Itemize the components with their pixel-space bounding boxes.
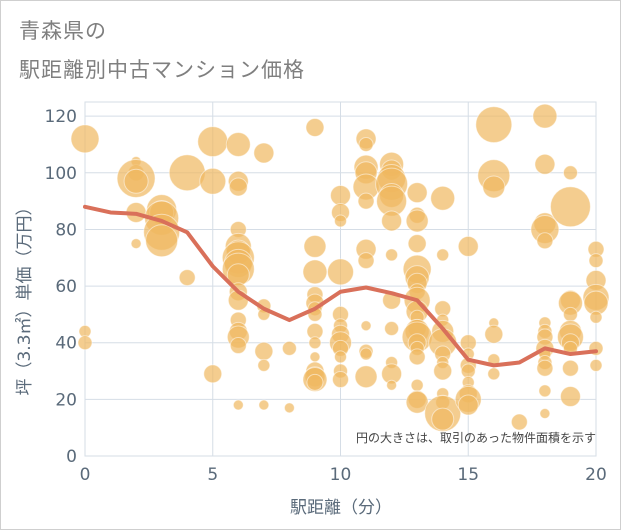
bubble-point (199, 167, 227, 195)
size-note: 円の大きさは、取引のあった物件面積を示す (356, 430, 596, 445)
bubble-point (487, 367, 501, 381)
bubble-point (70, 124, 100, 154)
bubble-point (510, 413, 528, 431)
axes: 0 5 10 15 20 0 20 40 60 80 100 120 (45, 107, 607, 485)
bubble-point (549, 186, 591, 228)
bubble-point (228, 177, 248, 197)
bubble-point (588, 253, 604, 269)
bubble-point (357, 192, 375, 210)
bubble-point (232, 399, 244, 411)
bubble-point (562, 306, 578, 322)
bubble-point (385, 248, 399, 262)
bubble-point (357, 252, 375, 270)
y-tick-label: 120 (45, 107, 77, 127)
y-tick-label: 80 (55, 220, 77, 240)
bubble-point (407, 234, 427, 254)
bubble-point (410, 378, 424, 392)
bubble-point (334, 350, 347, 364)
bubble-point (354, 365, 378, 389)
bubble-point (406, 182, 428, 204)
bubble-point (430, 185, 456, 211)
y-tick-label: 20 (55, 390, 77, 410)
x-tick-label: 15 (457, 465, 479, 485)
bubble-point (258, 399, 270, 411)
bubble-point (77, 335, 93, 351)
bubble-point (381, 210, 403, 232)
y-tick-label: 40 (55, 334, 77, 354)
x-tick-label: 0 (80, 465, 91, 485)
bubble-point (302, 259, 328, 285)
bubble-point (257, 358, 271, 372)
bubble-point (405, 209, 429, 233)
bubble-point (168, 154, 206, 192)
x-axis-label: 駅距離（分） (290, 498, 392, 518)
bubble-point (457, 394, 479, 416)
y-tick-label: 60 (55, 277, 77, 297)
y-tick-label: 100 (45, 164, 77, 184)
bubble-point (457, 235, 479, 257)
bubble-point (306, 373, 324, 391)
bubble-point (197, 126, 229, 158)
bubble-point (145, 224, 179, 258)
bubble-point (532, 103, 558, 129)
chart-title-line1: 青森県の (19, 19, 107, 43)
x-tick-label: 10 (330, 465, 352, 485)
bubble-point (309, 351, 321, 363)
bubble-point (589, 310, 603, 324)
bubble-point (308, 336, 322, 350)
bubble-point (484, 324, 504, 344)
bubble-point (305, 117, 325, 137)
y-tick-label: 0 (66, 447, 77, 467)
bubble-point (436, 248, 450, 262)
bubble-point (482, 175, 506, 199)
bubble-point (130, 238, 142, 250)
bubble-point (589, 358, 603, 372)
bubble-point (229, 337, 247, 355)
bubble-point (538, 384, 552, 398)
bubble-point (303, 234, 327, 258)
bubble-point (561, 359, 579, 377)
bubble-point (408, 348, 426, 366)
bubble-point (384, 321, 400, 337)
bubble-series (70, 103, 610, 433)
bubble-point (360, 320, 372, 332)
bubble-point (539, 408, 551, 420)
bubble-point (358, 136, 374, 152)
bubble-point (536, 232, 554, 250)
bubble-point (283, 402, 295, 414)
bubble-point (332, 371, 349, 389)
bubble-point (433, 361, 453, 381)
bubble-point (123, 168, 149, 194)
bubble-point (386, 379, 398, 391)
bubble-point (253, 142, 275, 164)
chart-title-line2: 駅距離別中古マンション価格 (19, 58, 305, 82)
bubble-point (359, 347, 373, 361)
bubble-point (254, 341, 274, 361)
trend-line-series (83, 204, 598, 368)
bubble-point (559, 386, 581, 408)
bubble-point (562, 165, 578, 181)
bubble-point (536, 359, 554, 377)
x-tick-label: 20 (585, 465, 607, 485)
bubble-point (281, 340, 297, 356)
bubble-point (327, 258, 354, 286)
x-tick-label: 5 (207, 465, 218, 485)
bubble-point (178, 269, 196, 287)
bubble-point (475, 106, 513, 144)
bubble-point (534, 153, 556, 175)
bubble-point (431, 407, 455, 431)
bubble-point (203, 364, 223, 384)
bubble-point (225, 131, 251, 157)
trend-line (83, 204, 598, 368)
bubble-point (334, 214, 347, 228)
y-axis-label: 坪（3.3㎡）単価（万円） (15, 198, 35, 395)
bubble-point (330, 184, 351, 206)
